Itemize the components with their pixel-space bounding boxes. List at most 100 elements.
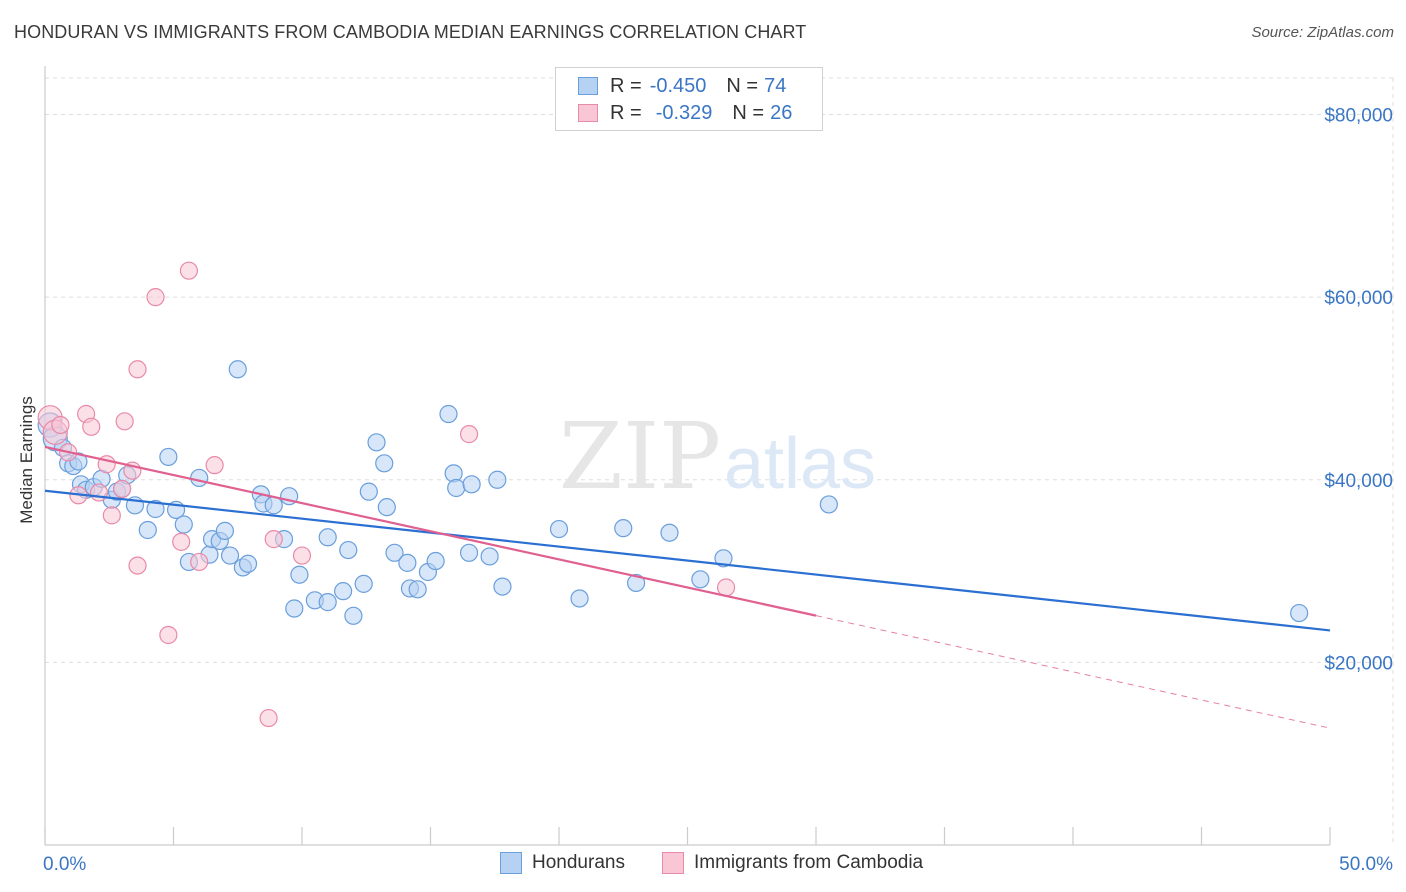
point-cambodia: [172, 532, 191, 551]
point-hondurans: [714, 549, 733, 568]
point-cambodia: [292, 546, 312, 565]
legend-row-cambodia: R = -0.329 N = 26: [578, 100, 792, 126]
point-hondurans: [1290, 603, 1309, 623]
point-hondurans: [228, 360, 247, 379]
point-cambodia: [112, 479, 132, 498]
point-hondurans: [159, 447, 178, 467]
trendline-cambodia: [44, 445, 817, 617]
legend-r-label: R =: [610, 74, 642, 97]
point-hondurans: [493, 577, 512, 596]
point-cambodia: [716, 578, 736, 597]
point-hondurans: [367, 433, 386, 452]
legend-n-label: N =: [732, 101, 765, 124]
point-hondurans: [215, 521, 234, 540]
point-cambodia: [128, 556, 147, 575]
legend-r-label: R =: [610, 101, 642, 124]
point-hondurans: [318, 593, 337, 612]
point-hondurans: [264, 496, 283, 515]
point-hondurans: [626, 573, 646, 593]
legend-r-value: -0.450: [649, 74, 707, 97]
watermark-atlas: atlas: [724, 424, 876, 504]
legend-label-hondurans: Hondurans: [532, 852, 625, 873]
point-hondurans: [462, 475, 481, 494]
series-cambodia-points: [37, 261, 736, 728]
point-hondurans: [459, 543, 479, 562]
x-tick-label: 0.0%: [43, 854, 86, 875]
y-tick-label: $80,000: [1324, 106, 1393, 127]
point-cambodia: [159, 625, 178, 645]
point-hondurans: [318, 528, 337, 547]
source-label: Source: ZipAtlas.com: [1251, 24, 1394, 41]
tick-labels: $20,000 $40,000 $60,000 $80,000 0.0% 50.0%: [43, 106, 1393, 875]
legend-r-value: -0.329: [655, 101, 713, 124]
point-cambodia: [146, 288, 165, 307]
watermark: ZIP atlas: [559, 403, 876, 510]
point-cambodia: [51, 415, 70, 435]
legend-swatch-blue: [500, 852, 522, 874]
point-hondurans: [359, 482, 378, 501]
point-hondurans: [174, 515, 193, 534]
point-cambodia: [459, 425, 479, 444]
y-tick-label: $60,000: [1324, 288, 1393, 309]
point-cambodia: [264, 530, 283, 549]
point-hondurans: [426, 551, 445, 571]
watermark-zip: ZIP: [559, 403, 721, 510]
point-hondurans: [220, 546, 240, 565]
point-hondurans: [377, 498, 396, 517]
point-hondurans: [408, 580, 427, 599]
point-hondurans: [439, 404, 458, 424]
chart-title: HONDURAN VS IMMIGRANTS FROM CAMBODIA MED…: [14, 22, 807, 42]
legend-n-value: 26: [770, 101, 793, 124]
x-tick-label: 50.0%: [1339, 854, 1393, 875]
point-hondurans: [344, 606, 363, 625]
point-cambodia: [179, 261, 199, 280]
y-tick-label: $40,000: [1324, 471, 1393, 492]
legend-n-label: N =: [726, 74, 759, 97]
point-hondurans: [354, 574, 373, 593]
axes: [44, 66, 1331, 846]
legend-swatch-pink: [578, 104, 598, 122]
point-cambodia: [89, 483, 109, 502]
point-hondurans: [480, 547, 499, 566]
point-hondurans: [614, 519, 633, 538]
legend-item-hondurans[interactable]: Hondurans: [500, 852, 625, 874]
point-cambodia: [82, 417, 101, 436]
point-hondurans: [190, 468, 209, 488]
legend-item-cambodia[interactable]: Immigrants from Cambodia: [662, 852, 923, 874]
point-hondurans: [334, 582, 353, 601]
point-hondurans: [138, 520, 157, 540]
point-hondurans: [385, 543, 404, 562]
legend-label-cambodia: Immigrants from Cambodia: [694, 852, 924, 873]
trendline-cambodia-extension: [815, 615, 1331, 729]
point-hondurans: [447, 478, 466, 498]
point-hondurans: [691, 570, 710, 589]
point-hondurans: [819, 495, 838, 514]
point-cambodia: [205, 456, 224, 475]
y-tick-label: $20,000: [1324, 653, 1393, 674]
point-hondurans: [375, 454, 394, 473]
point-cambodia: [128, 360, 147, 379]
point-cambodia: [102, 506, 121, 525]
point-hondurans: [146, 499, 165, 519]
legend-swatch-blue: [578, 77, 598, 95]
point-hondurans: [290, 565, 309, 584]
point-hondurans: [660, 523, 679, 542]
point-hondurans: [398, 553, 417, 572]
point-cambodia: [259, 708, 278, 728]
point-hondurans: [570, 589, 589, 608]
trendline-hondurans: [44, 489, 1331, 632]
point-hondurans: [488, 470, 507, 489]
legend-row-hondurans: R = -0.450 N = 74: [578, 73, 786, 99]
trend-lines: [44, 445, 1331, 729]
point-hondurans: [238, 554, 258, 573]
point-cambodia: [190, 552, 209, 572]
point-hondurans: [549, 519, 569, 539]
point-hondurans: [285, 599, 304, 618]
y-axis-label: Median Earnings: [17, 396, 36, 524]
legend-n-value: 74: [764, 74, 787, 97]
correlation-legend: R = -0.450 N = 74 R = -0.329 N = 26: [555, 67, 823, 131]
legend-swatch-pink: [662, 852, 684, 874]
point-hondurans: [339, 540, 358, 560]
point-cambodia: [115, 412, 134, 431]
